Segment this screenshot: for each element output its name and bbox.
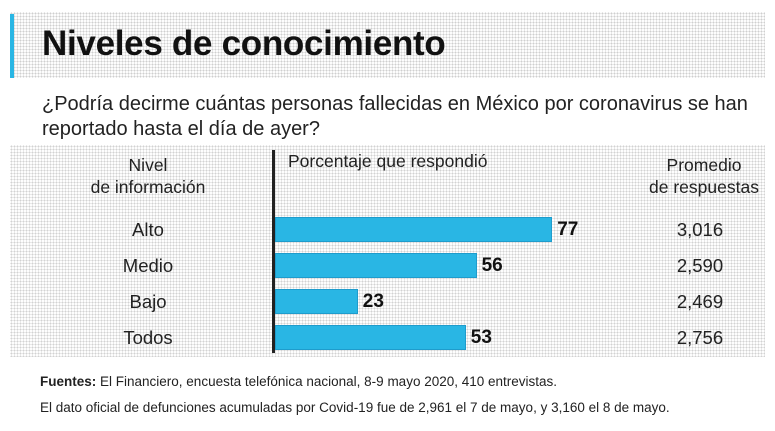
header-average: Promedio de respuestas (634, 154, 774, 198)
bar-medio (275, 253, 477, 278)
source-text: El Financiero, encuesta telefónica nacio… (96, 374, 558, 389)
category-label-todos: Todos (123, 327, 173, 348)
average-value-todos: 2,756 (676, 327, 724, 348)
source-line: Fuentes: El Financiero, encuesta telefón… (40, 374, 557, 389)
header-level-line2: de información (90, 177, 206, 197)
title-band (10, 12, 765, 78)
column-divider (272, 150, 275, 353)
bar-todos (275, 325, 466, 350)
source-label: Fuentes: (40, 374, 97, 389)
footnote: El dato oficial de defunciones acumulada… (40, 400, 670, 415)
bar-value-todos: 53 (470, 327, 492, 348)
bar-value-medio: 56 (481, 255, 503, 276)
bar-bajo (275, 289, 358, 314)
accent-bar (10, 14, 14, 78)
header-percent: Porcentaje que respondió (288, 151, 488, 171)
chart-question: ¿Podría decirme cuántas personas falleci… (42, 93, 748, 140)
header-average-line1: Promedio (666, 155, 742, 175)
header-level: Nivel de información (78, 154, 218, 198)
table-background (10, 145, 765, 357)
header-average-line2: de respuestas (649, 177, 759, 197)
category-label-medio: Medio (122, 255, 174, 276)
bar-alto (275, 217, 553, 242)
bar-value-alto: 77 (557, 219, 579, 240)
category-label-bajo: Bajo (129, 291, 167, 312)
average-value-bajo: 2,469 (676, 291, 724, 312)
bar-value-bajo: 23 (362, 291, 384, 312)
header-level-line1: Nivel (128, 155, 168, 175)
average-value-medio: 2,590 (676, 255, 724, 276)
category-label-alto: Alto (132, 219, 164, 240)
chart-title: Niveles de conocimiento (42, 24, 446, 63)
average-value-alto: 3,016 (676, 219, 724, 240)
